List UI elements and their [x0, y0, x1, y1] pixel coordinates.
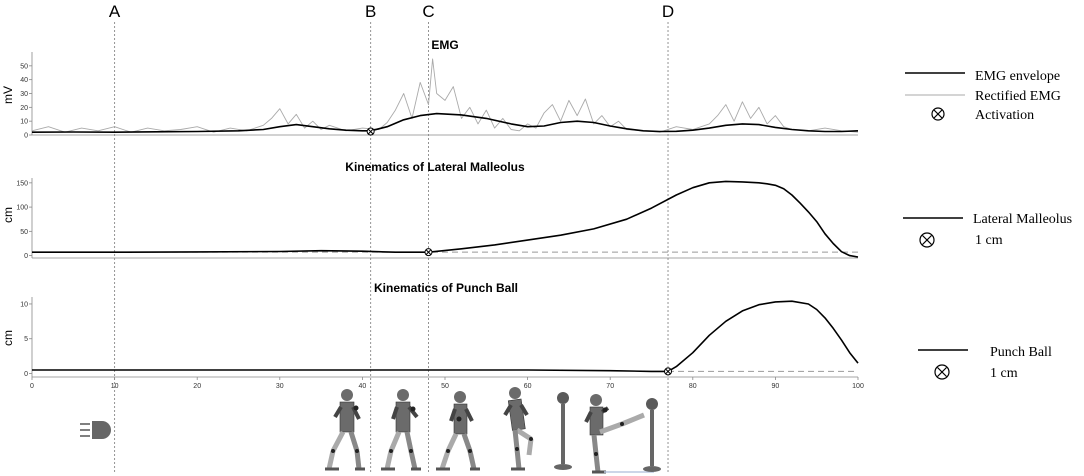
lateral-malleolus-title: Kinematics of Lateral Malleolus	[345, 160, 525, 174]
activation-marker	[366, 127, 375, 136]
x-tick-label: 70	[606, 383, 614, 390]
y-tick-label: 0	[24, 253, 28, 260]
lateral-malleolus-axes: 0 50 100 150	[16, 178, 858, 260]
series-line-lateral-malleolus	[32, 180, 859, 258]
legend-activation-label: Activation	[975, 108, 1034, 123]
emg-title: EMG	[431, 38, 458, 52]
legend-punch-ball-label: Punch Ball	[990, 345, 1052, 360]
legend-lateral-malleolus-label: Lateral Malleolus	[973, 212, 1072, 227]
y-tick-label: 10	[20, 301, 28, 308]
lateral-malleolus-ylabel: cm	[1, 207, 15, 223]
kicker-figure-stance-3	[436, 391, 480, 471]
event-label-d: D	[662, 2, 674, 21]
x-tick-label: 0	[30, 383, 34, 390]
legend-emg-envelope-label: EMG envelope	[975, 69, 1060, 84]
emg-ylabel: mV	[1, 86, 15, 104]
event-labels: A B C D	[109, 2, 674, 21]
series-line-rectified-emg	[31, 58, 859, 133]
event-label-c: C	[422, 2, 434, 21]
y-tick-label: 0	[24, 371, 28, 378]
y-tick-label: 100	[16, 205, 28, 212]
legend-punch-ball-unit: 1 cm	[990, 366, 1018, 381]
x-tick-label: 30	[276, 383, 284, 390]
y-tick-label: 10	[20, 119, 28, 126]
legend-lateral-malleolus-marker	[919, 232, 935, 248]
series-line-emg-envelope	[31, 112, 859, 133]
legend-lateral-malleolus-unit: 1 cm	[975, 233, 1003, 248]
kicker-figure-knee-raise	[503, 387, 534, 471]
legend-activation-marker	[931, 107, 945, 121]
activation-marker	[424, 248, 433, 257]
x-tick-label: 90	[772, 383, 780, 390]
illustrations	[80, 387, 661, 474]
punch-ball-ylabel: cm	[1, 330, 15, 346]
series-line-punch-ball	[32, 300, 859, 373]
y-tick-label: 30	[20, 91, 28, 98]
activation-marker	[664, 367, 673, 376]
legend-rectified-emg-label: Rectified EMG	[975, 89, 1061, 104]
x-tick-label: 10	[111, 383, 119, 390]
emg-axes: 0 10 20 30 40 50	[20, 52, 858, 140]
x-tick-label: 20	[193, 383, 201, 390]
y-tick-label: 50	[20, 229, 28, 236]
lateral-malleolus-panel: Kinematics of Lateral Malleolus cm 0 50 10…	[1, 160, 859, 260]
legend-punch-ball-marker	[934, 364, 950, 380]
event-label-a: A	[109, 2, 121, 21]
kicker-figure-kick	[584, 394, 661, 474]
y-tick-label: 0	[24, 133, 28, 140]
y-tick-label: 40	[20, 77, 28, 84]
x-tick-label: 50	[441, 383, 449, 390]
y-tick-label: 20	[20, 105, 28, 112]
legend: EMG envelope Rectified EMG Activation La…	[903, 69, 1072, 381]
x-tick-label: 80	[689, 383, 697, 390]
kicker-figure-stance-2	[381, 389, 421, 471]
event-lines	[114, 22, 669, 472]
event-label-b: B	[365, 2, 376, 21]
x-tick-label: 40	[359, 383, 367, 390]
emg-panel: EMG mV 0 10 20 30 40 50	[1, 38, 859, 140]
punch-ball-series	[32, 300, 859, 376]
y-tick-label: 5	[24, 336, 28, 343]
punch-ball	[554, 392, 572, 470]
kicker-figure-stance-1	[325, 389, 365, 471]
x-tick-label: 100	[852, 383, 864, 390]
led-icon	[80, 421, 111, 439]
x-tick-label: 60	[524, 383, 532, 390]
punch-ball-title: Kinematics of Punch Ball	[374, 281, 518, 295]
y-tick-label: 50	[20, 63, 28, 70]
emg-series	[31, 58, 859, 136]
y-tick-label: 150	[16, 180, 28, 187]
lateral-malleolus-series	[32, 180, 859, 258]
